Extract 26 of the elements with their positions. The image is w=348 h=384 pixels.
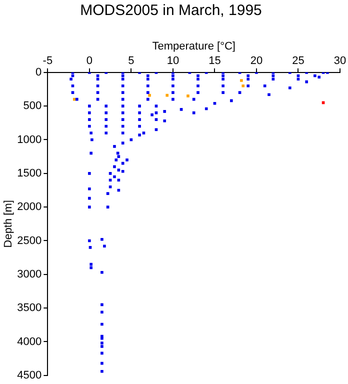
chart-title: MODS2005 in March, 1995 [80, 2, 262, 20]
y-tick-label: 4000 [17, 336, 42, 348]
x-tick-label: 20 [250, 54, 263, 67]
x-tick-label: 10 [166, 54, 180, 67]
y-tick-label: 1000 [17, 134, 42, 146]
y-axis-title: Depth [m] [2, 200, 15, 248]
x-tick-label: 5 [128, 54, 134, 67]
y-tick-label: 0 [36, 66, 42, 78]
y-tick-label: 2000 [17, 201, 42, 214]
y-tick-label: 4500 [17, 369, 42, 382]
x-tick-label: 30 [334, 54, 346, 67]
y-tick-label: 3500 [17, 302, 42, 314]
x-tick-label: 25 [292, 54, 304, 67]
point [148, 94, 151, 97]
y-tick-label: 500 [23, 100, 42, 112]
y-tick-label: 3000 [17, 268, 42, 280]
x-tick-label: 15 [208, 54, 221, 67]
point [186, 94, 190, 98]
x-axis-title: Temperature [°C] [152, 40, 236, 53]
x-tick-label: 0 [86, 54, 92, 67]
y-tick-label: 2500 [17, 234, 42, 247]
point [242, 84, 245, 88]
point [240, 79, 243, 82]
point [166, 94, 169, 97]
x-tick-label: -5 [42, 54, 53, 67]
y-tick-label: 1500 [17, 167, 42, 180]
